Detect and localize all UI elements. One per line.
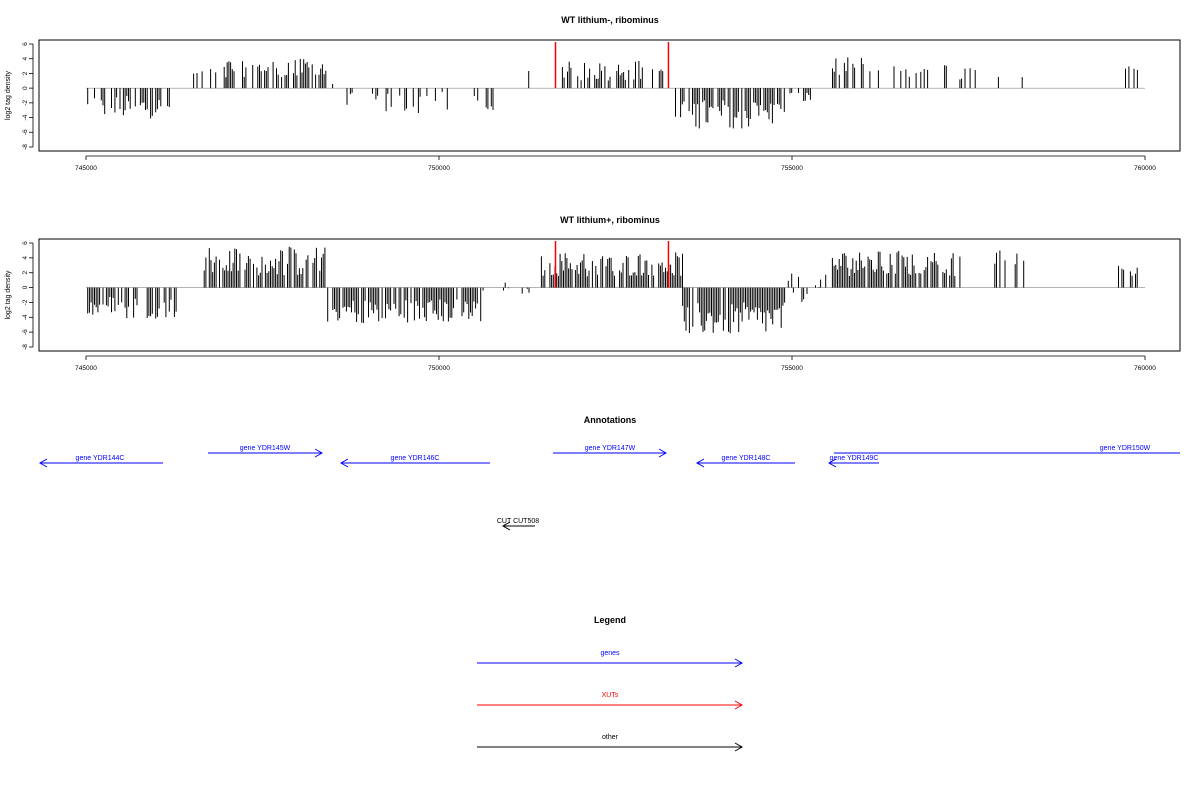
y-axis: 6 4 2 0 -2 -4 -6 -8 bbox=[22, 42, 34, 150]
arrowhead-right-icon bbox=[658, 448, 668, 458]
x-tick-label: 745000 bbox=[75, 365, 97, 372]
y-axis-label: log2 tag density bbox=[5, 70, 12, 120]
x-tick-label: 760000 bbox=[1134, 365, 1156, 372]
x-tick-label: 750000 bbox=[428, 165, 450, 172]
x-tick-label: 745000 bbox=[75, 165, 97, 172]
y-tick-label: -4 bbox=[22, 314, 29, 320]
x-axis: 745000 750000 755000 760000 bbox=[75, 155, 1156, 172]
track-lithium-plus: WT lithium+, ribominus 6 4 2 0 -2 -4 -6 -8 log2 t… bbox=[5, 215, 1181, 372]
arrowhead-right-icon bbox=[734, 658, 744, 668]
density-bars bbox=[87, 57, 1138, 129]
annotation-genes: gene YDR144C gene YDR145W gene YDR146C gene… bbox=[38, 445, 1180, 531]
y-tick-label: -6 bbox=[22, 129, 29, 135]
plot-frame bbox=[38, 39, 1181, 152]
arrowhead-right-icon bbox=[734, 700, 744, 710]
y-tick-label: -8 bbox=[22, 344, 29, 350]
legend-label: other bbox=[602, 734, 619, 741]
gene-label: CUT CUT508 bbox=[497, 518, 539, 525]
chart-title: WT lithium-, ribominus bbox=[561, 15, 659, 25]
y-tick-label: 2 bbox=[22, 71, 29, 75]
gene-annotation: gene YDR149C bbox=[827, 455, 879, 468]
y-tick-label: -2 bbox=[22, 299, 29, 305]
y-tick-label: 6 bbox=[22, 241, 29, 245]
gene-label: gene YDR150W bbox=[1100, 445, 1151, 452]
gene-annotation: gene YDR148C bbox=[695, 455, 795, 468]
arrowhead-left-icon bbox=[339, 458, 349, 468]
track-lithium-minus: WT lithium-, ribominus 6 4 2 0 -2 -4 -6 -8 log2 t… bbox=[5, 15, 1181, 172]
x-tick-label: 750000 bbox=[428, 365, 450, 372]
chart-title: WT lithium+, ribominus bbox=[560, 215, 660, 225]
annotations-title: Annotations bbox=[584, 415, 637, 425]
gene-annotation: gene YDR147W bbox=[553, 445, 668, 458]
y-axis: 6 4 2 0 -2 -4 -6 -8 bbox=[22, 241, 34, 350]
gene-label: gene YDR147W bbox=[585, 445, 636, 452]
legend-label: genes bbox=[600, 650, 620, 657]
arrowhead-left-icon bbox=[695, 458, 705, 468]
arrowhead-right-icon bbox=[734, 742, 744, 752]
y-tick-label: 6 bbox=[22, 42, 29, 46]
y-tick-label: 4 bbox=[22, 57, 29, 61]
arrowhead-right-icon bbox=[314, 448, 324, 458]
arrowhead-left-icon bbox=[501, 521, 511, 531]
gene-label: gene YDR144C bbox=[76, 455, 125, 462]
legend-item: genes bbox=[477, 650, 744, 668]
gene-annotation: gene YDR144C bbox=[38, 455, 163, 468]
x-axis: 745000 750000 755000 760000 bbox=[75, 355, 1156, 372]
legend-title: Legend bbox=[594, 615, 626, 625]
density-bars bbox=[87, 246, 1138, 334]
gene-annotation: CUT CUT508 bbox=[497, 518, 539, 531]
x-tick-label: 755000 bbox=[781, 165, 803, 172]
arrowhead-left-icon bbox=[827, 458, 837, 468]
gene-label: gene YDR145W bbox=[240, 445, 291, 452]
gene-annotation: gene YDR145W bbox=[208, 445, 324, 458]
y-tick-label: -6 bbox=[22, 329, 29, 335]
x-tick-label: 760000 bbox=[1134, 165, 1156, 172]
legend-label: XUTs bbox=[602, 692, 619, 699]
y-tick-label: -8 bbox=[22, 144, 29, 150]
gene-annotation: gene YDR146C bbox=[339, 455, 490, 468]
y-tick-label: 4 bbox=[22, 256, 29, 260]
plot-frame bbox=[38, 238, 1181, 352]
gene-label: gene YDR149C bbox=[830, 455, 879, 462]
x-tick-label: 755000 bbox=[781, 365, 803, 372]
legend-item: other bbox=[477, 734, 744, 752]
y-tick-label: -2 bbox=[22, 100, 29, 106]
legend-item: XUTs bbox=[477, 692, 744, 710]
gene-label: gene YDR148C bbox=[722, 455, 771, 462]
y-tick-label: -4 bbox=[22, 114, 29, 120]
legend: genes XUTs other bbox=[477, 650, 744, 752]
y-tick-label: 2 bbox=[22, 271, 29, 275]
gene-annotation: gene YDR150W bbox=[834, 445, 1180, 454]
y-axis-label: log2 tag density bbox=[5, 270, 12, 320]
y-tick-label: 0 bbox=[22, 86, 29, 90]
gene-label: gene YDR146C bbox=[391, 455, 440, 462]
y-tick-label: 0 bbox=[22, 285, 29, 289]
arrowhead-left-icon bbox=[38, 458, 48, 468]
